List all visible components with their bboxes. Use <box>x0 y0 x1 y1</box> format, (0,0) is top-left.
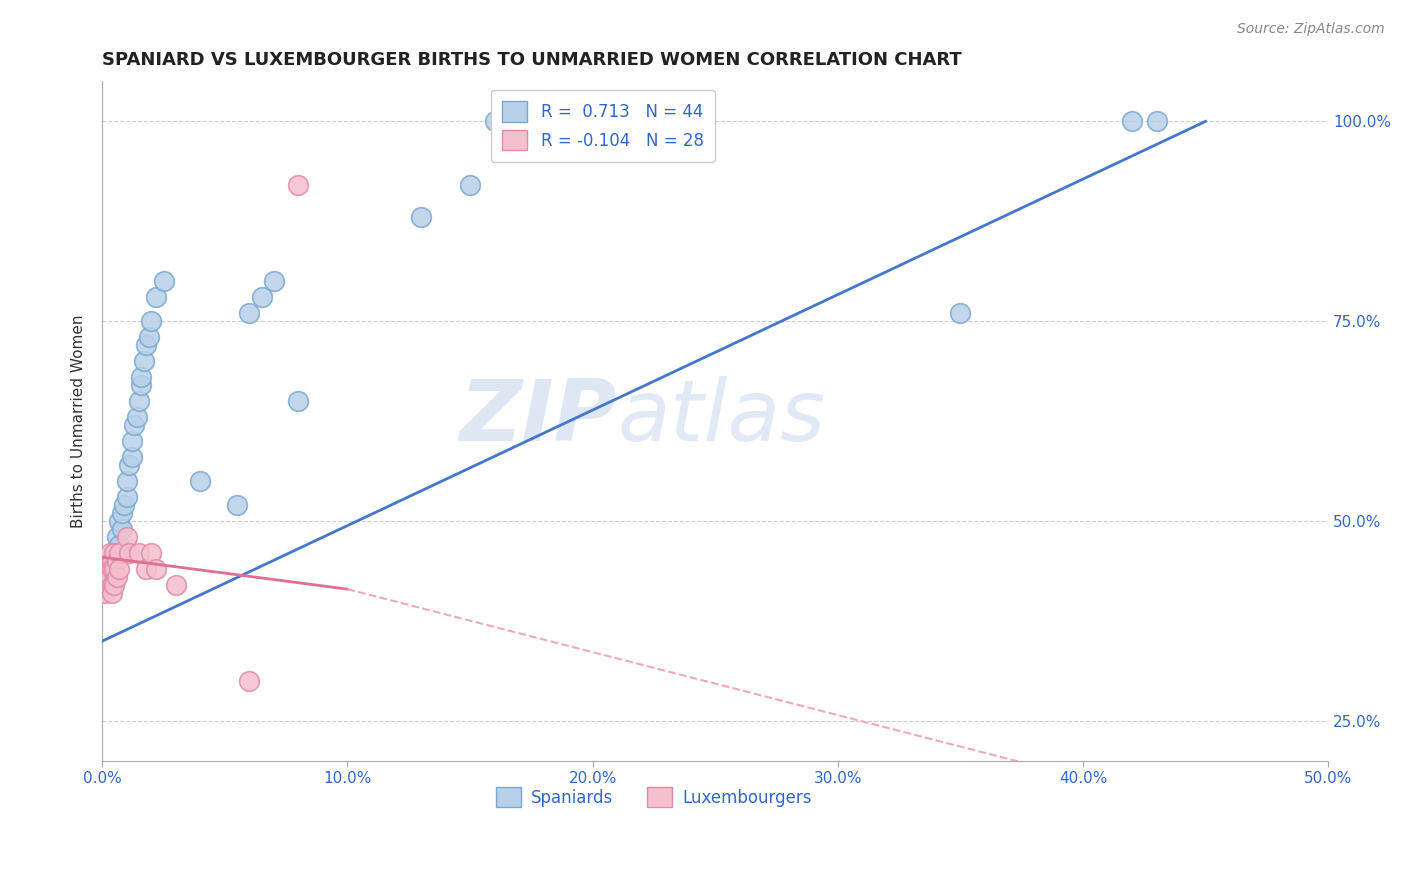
Point <box>111 506 134 520</box>
Point <box>98 546 121 560</box>
Point <box>103 562 125 576</box>
Point <box>101 586 124 600</box>
Point <box>122 418 145 433</box>
Point <box>409 211 432 225</box>
Point <box>96 578 118 592</box>
Point <box>105 554 128 568</box>
Point <box>115 490 138 504</box>
Point <box>101 562 124 576</box>
Point <box>103 562 125 576</box>
Point <box>118 458 141 473</box>
Point <box>238 306 260 320</box>
Point <box>108 562 131 576</box>
Point <box>96 570 118 584</box>
Point <box>131 370 153 384</box>
Point <box>188 474 211 488</box>
Point <box>125 410 148 425</box>
Point <box>250 290 273 304</box>
Point <box>949 306 972 320</box>
Point <box>103 546 125 560</box>
Point <box>121 450 143 465</box>
Point <box>287 178 309 193</box>
Point <box>101 578 124 592</box>
Point <box>115 474 138 488</box>
Point <box>152 274 174 288</box>
Point <box>96 570 118 584</box>
Point <box>103 578 125 592</box>
Point <box>131 378 153 392</box>
Point <box>238 674 260 689</box>
Point <box>105 570 128 584</box>
Point <box>105 530 128 544</box>
Point <box>1146 114 1168 128</box>
Point <box>458 178 481 193</box>
Point <box>118 546 141 560</box>
Legend: Spaniards, Luxembourgers: Spaniards, Luxembourgers <box>489 780 818 814</box>
Text: ZIP: ZIP <box>460 376 617 459</box>
Point <box>108 538 131 552</box>
Point <box>101 578 124 592</box>
Point <box>128 394 150 409</box>
Point <box>93 570 115 584</box>
Y-axis label: Births to Unmarried Women: Births to Unmarried Women <box>72 315 86 528</box>
Point <box>138 330 160 344</box>
Point <box>145 562 167 576</box>
Text: SPANIARD VS LUXEMBOURGER BIRTHS TO UNMARRIED WOMEN CORRELATION CHART: SPANIARD VS LUXEMBOURGER BIRTHS TO UNMAR… <box>103 51 962 69</box>
Text: atlas: atlas <box>617 376 825 459</box>
Point <box>287 394 309 409</box>
Point <box>135 338 157 352</box>
Point <box>101 554 124 568</box>
Point <box>226 498 249 512</box>
Point <box>96 554 118 568</box>
Point <box>165 578 187 592</box>
Point <box>111 522 134 536</box>
Point <box>108 546 131 560</box>
Point <box>105 546 128 560</box>
Text: Source: ZipAtlas.com: Source: ZipAtlas.com <box>1237 22 1385 37</box>
Point <box>108 514 131 528</box>
Point <box>112 498 135 512</box>
Point <box>484 114 506 128</box>
Point <box>103 546 125 560</box>
Point <box>495 114 517 128</box>
Point <box>98 562 121 576</box>
Point <box>93 570 115 584</box>
Point <box>98 578 121 592</box>
Point <box>141 314 163 328</box>
Point <box>128 546 150 560</box>
Point <box>1121 114 1143 128</box>
Point <box>141 546 163 560</box>
Point <box>101 562 124 576</box>
Point <box>115 530 138 544</box>
Point <box>93 586 115 600</box>
Point <box>135 562 157 576</box>
Point <box>145 290 167 304</box>
Point <box>121 434 143 449</box>
Point <box>508 114 530 128</box>
Point <box>263 274 285 288</box>
Point <box>132 354 155 368</box>
Point <box>98 570 121 584</box>
